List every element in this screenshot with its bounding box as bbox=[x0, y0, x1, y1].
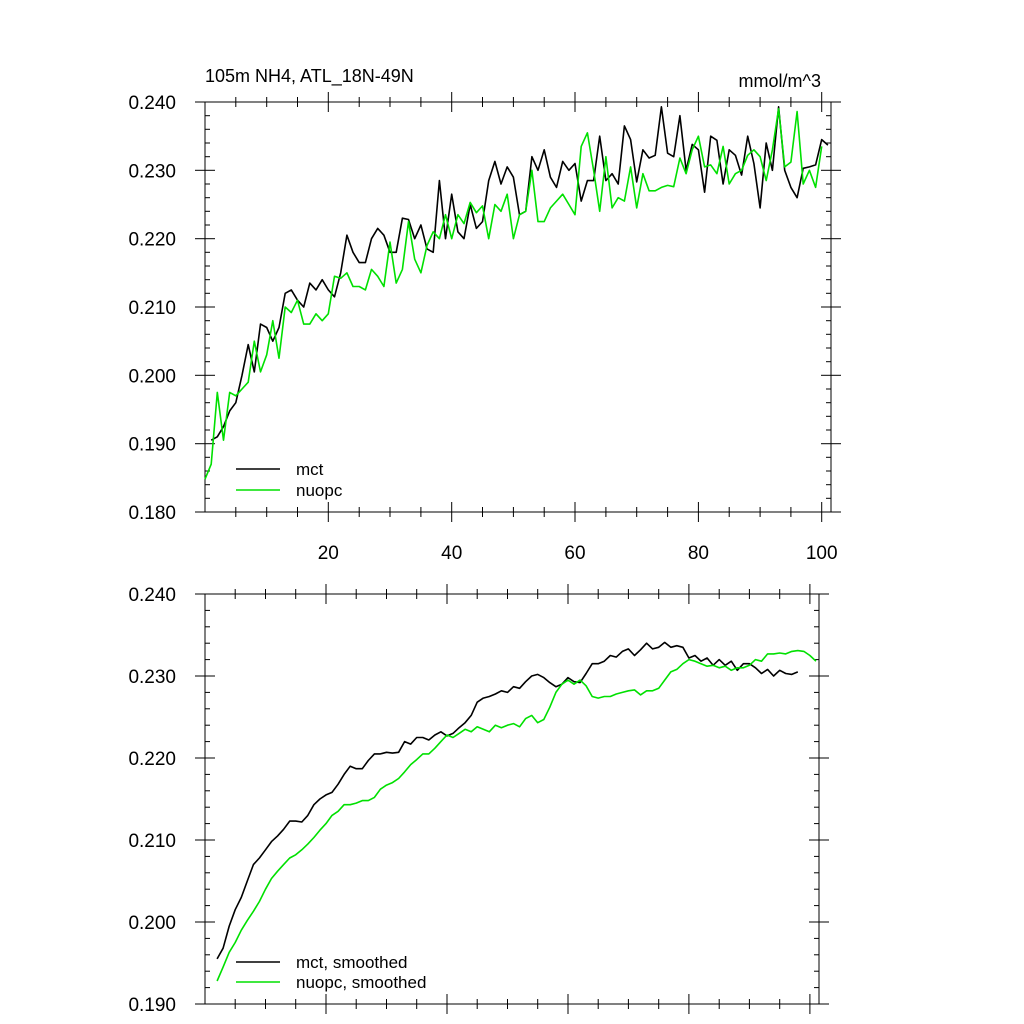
bottom-series-lines bbox=[216, 641, 817, 982]
y-tick-label: 0.190 bbox=[128, 995, 176, 1016]
bottom-legend: mct, smoothed nuopc, smoothed bbox=[236, 953, 426, 992]
x-tick-label: 100 bbox=[806, 543, 838, 564]
chart-units: mmol/m^3 bbox=[739, 71, 821, 91]
y-tick-label: 0.240 bbox=[128, 585, 176, 606]
y-tick-label: 0.190 bbox=[128, 435, 176, 456]
x-tick-label: 80 bbox=[688, 543, 709, 564]
y-tick-label: 0.230 bbox=[128, 161, 176, 182]
top-x-tick-labels: 20 40 60 80 100 bbox=[318, 543, 838, 564]
top-y-tick-labels: 0.180 0.190 0.200 0.210 0.220 0.230 0.240 bbox=[128, 93, 176, 524]
bottom-axis-ticks bbox=[195, 584, 829, 1014]
y-tick-label: 0.230 bbox=[128, 667, 176, 688]
legend-label-nuopc-smoothed: nuopc, smoothed bbox=[296, 973, 426, 992]
legend-label-nuopc: nuopc bbox=[296, 481, 343, 500]
bottom-y-tick-labels: 0.190 0.200 0.210 0.220 0.230 0.240 bbox=[128, 585, 176, 1016]
y-tick-label: 0.220 bbox=[128, 749, 176, 770]
series-line-mct bbox=[210, 106, 829, 441]
x-tick-label: 60 bbox=[564, 543, 585, 564]
bottom-plot-frame bbox=[204, 593, 820, 1005]
chart-title: 105m NH4, ATL_18N-49N bbox=[205, 66, 414, 87]
y-tick-label: 0.240 bbox=[128, 93, 176, 114]
y-tick-label: 0.210 bbox=[128, 298, 176, 319]
x-tick-label: 20 bbox=[318, 543, 339, 564]
series-line-nuopc-smoothed bbox=[216, 649, 817, 982]
y-tick-label: 0.220 bbox=[128, 230, 176, 251]
x-tick-label: 40 bbox=[441, 543, 462, 564]
y-tick-label: 0.180 bbox=[128, 503, 176, 524]
top-panel: 105m NH4, ATL_18N-49N mmol/m^3 0.180 0.19… bbox=[128, 66, 841, 564]
top-legend: mct nuopc bbox=[236, 460, 343, 500]
legend-label-mct: mct bbox=[296, 460, 324, 479]
y-tick-label: 0.200 bbox=[128, 913, 176, 934]
top-axis-ticks bbox=[195, 92, 841, 522]
y-tick-label: 0.210 bbox=[128, 831, 176, 852]
y-tick-label: 0.200 bbox=[128, 366, 176, 387]
legend-label-mct-smoothed: mct, smoothed bbox=[296, 953, 408, 972]
series-line-nuopc bbox=[204, 108, 823, 480]
bottom-panel: 0.190 0.200 0.210 0.220 0.230 0.240 mct, smoo… bbox=[128, 584, 829, 1016]
series-line-mct-smoothed bbox=[216, 641, 799, 960]
top-series-lines bbox=[204, 106, 829, 480]
